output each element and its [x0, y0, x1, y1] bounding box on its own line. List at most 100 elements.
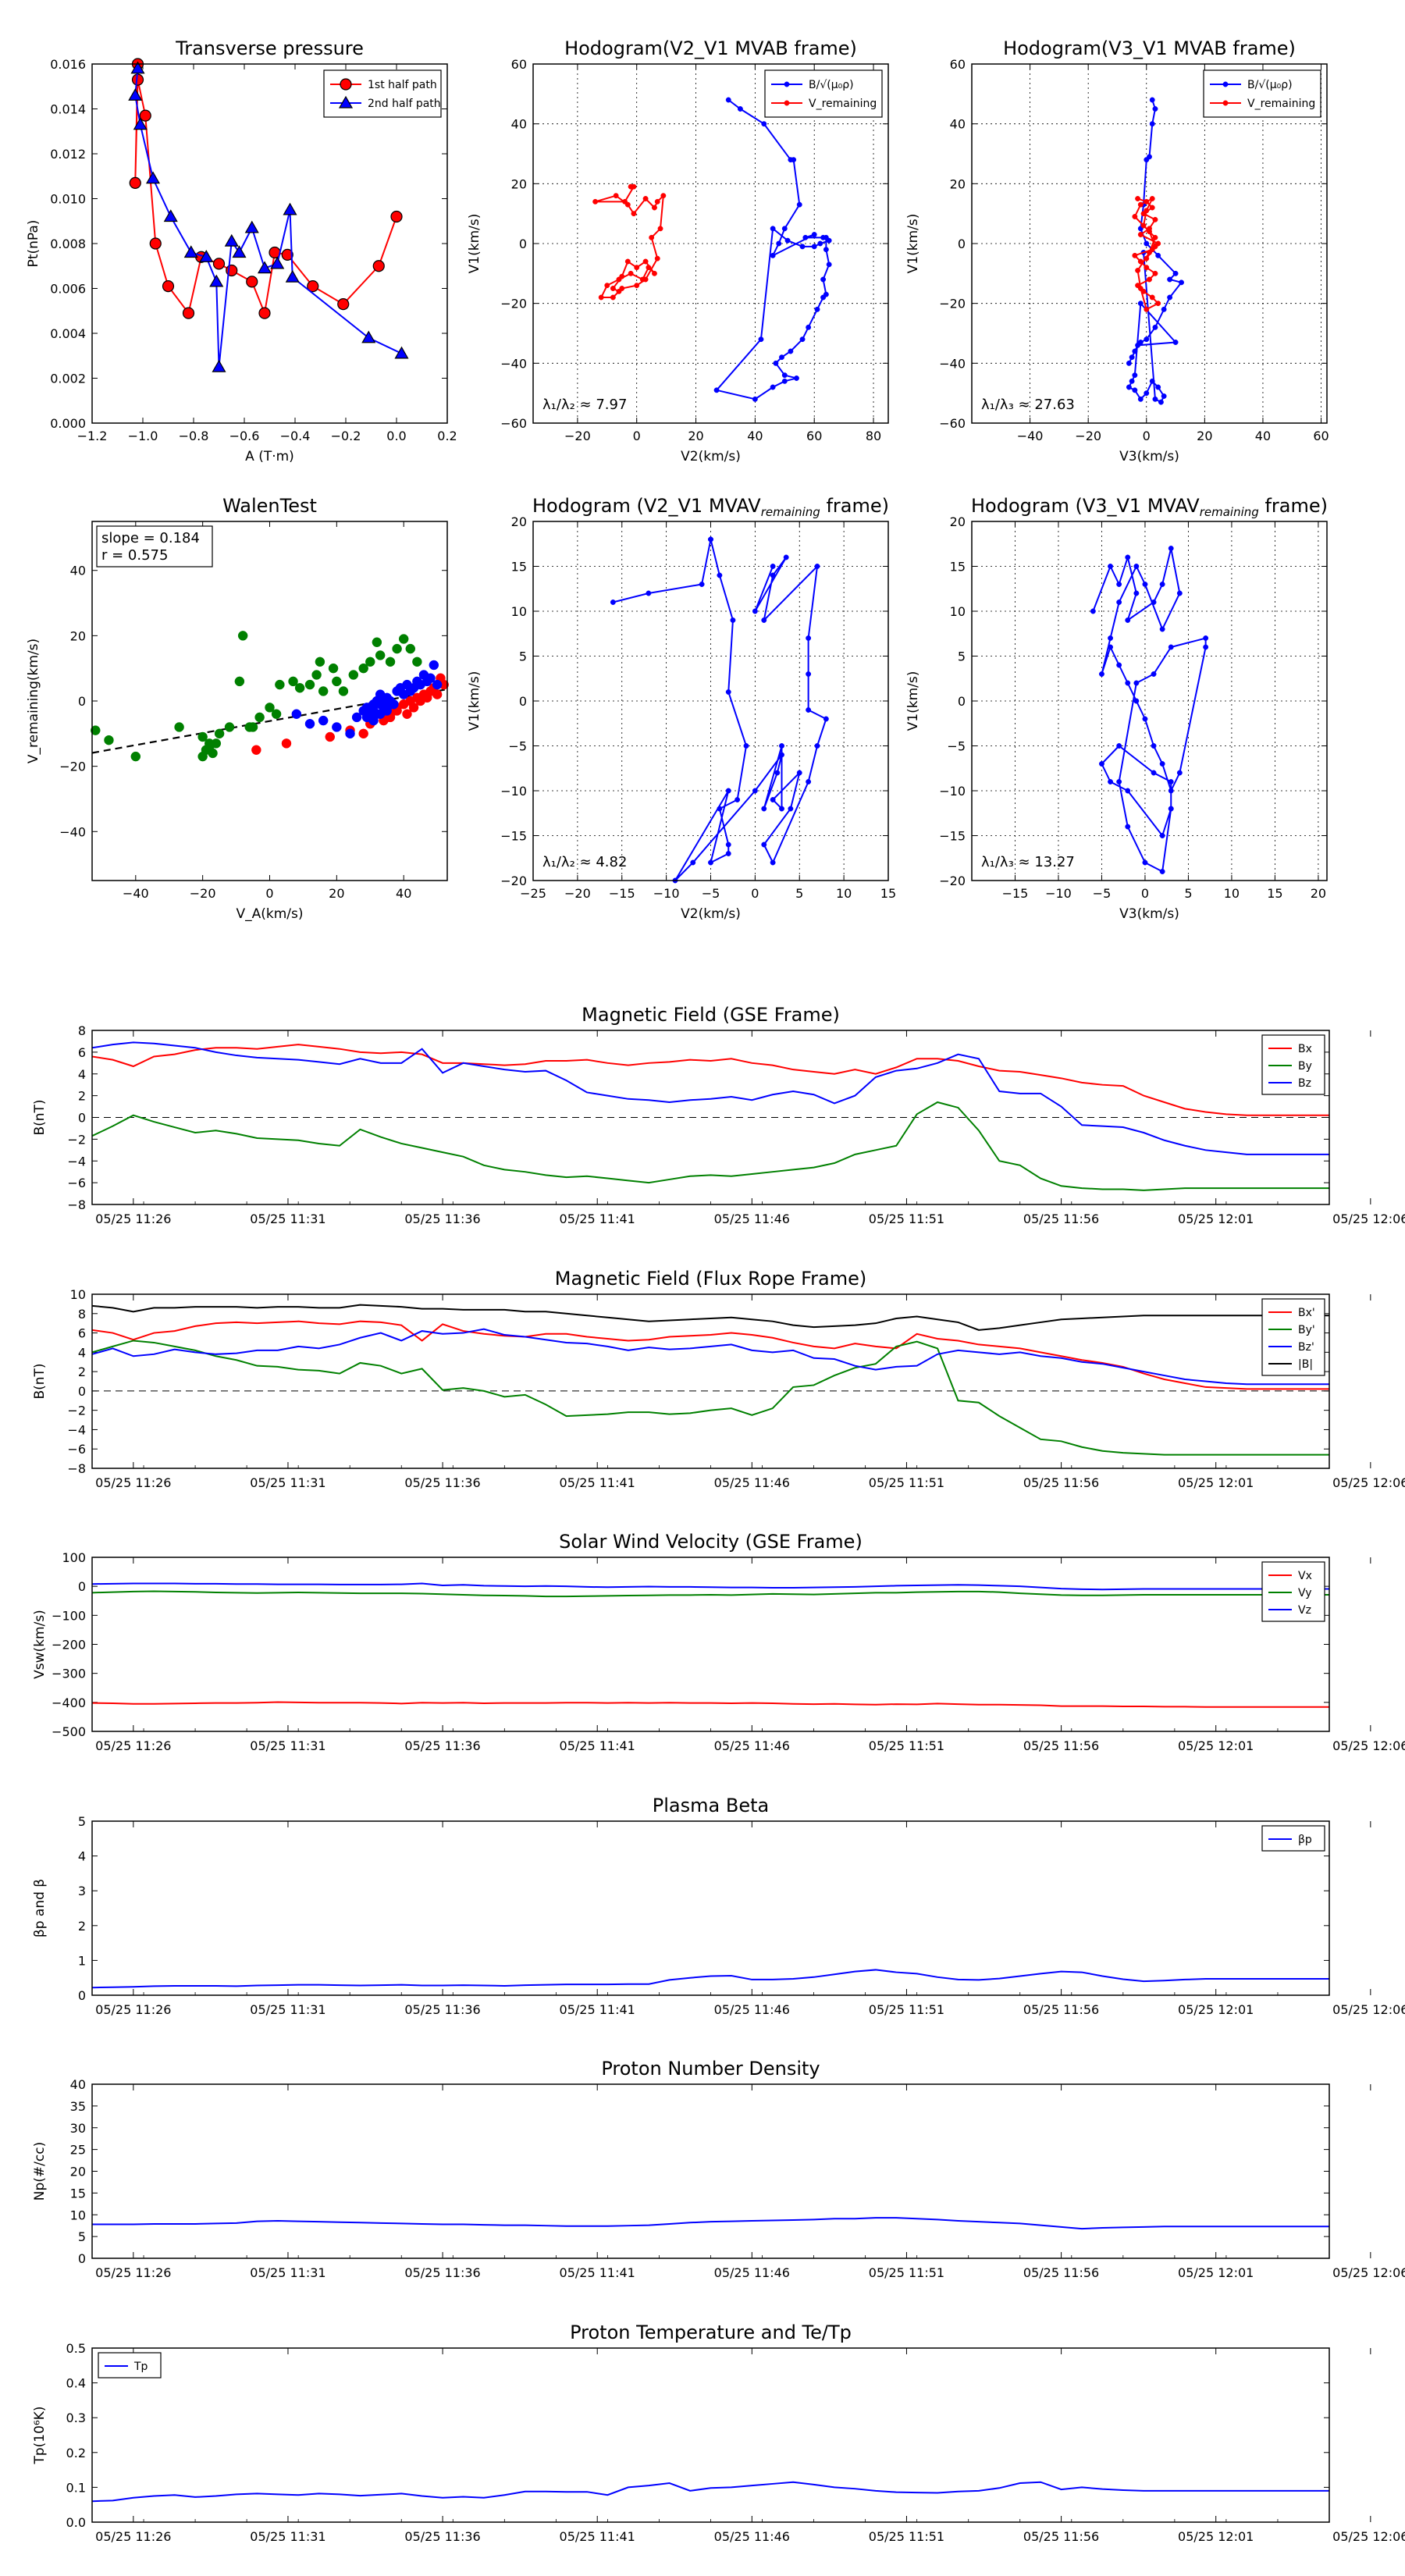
data-point: [1116, 662, 1122, 668]
data-point: [1172, 270, 1179, 276]
y-tick-label: 40: [70, 2077, 86, 2092]
data-point: [128, 88, 143, 101]
series-line-0: [92, 2217, 1329, 2230]
y-tick-label: 5: [519, 649, 527, 664]
data-point: [209, 274, 224, 287]
data-point: [1152, 270, 1158, 276]
data-point: [1135, 268, 1141, 273]
data-point: [773, 360, 779, 366]
x-tick-label: 0: [1141, 886, 1149, 901]
x-tick-label: 5: [795, 886, 803, 901]
data-point: [332, 676, 342, 687]
y-tick-label: 8: [78, 1307, 86, 1322]
plot-frame: [91, 1557, 1330, 1732]
data-point: [1159, 626, 1165, 632]
legend-label: 1st half path: [368, 79, 437, 91]
plot-frame: [91, 2083, 1330, 2259]
y-tick-label: 5: [78, 2229, 86, 2244]
x-tick-label: 05/25 11:36: [404, 1212, 480, 1226]
y-tick-label: 40: [70, 564, 86, 578]
y-tick-label: −60: [939, 416, 966, 431]
legend-label: |B|: [1298, 1358, 1313, 1371]
chart-panel-10: 0 5 10 15 20 25 30 35 40 05/25 11:26 05/25 11:31 05…: [32, 2058, 1405, 2280]
y-tick-label: 40: [950, 117, 966, 132]
legend-box: [1261, 1034, 1325, 1095]
y-tick-label: 0: [78, 1111, 86, 1126]
y-tick-label: 30: [70, 2121, 86, 2136]
legend-label: Bz: [1298, 1077, 1311, 1090]
data-point: [1158, 399, 1164, 405]
data-point: [1133, 680, 1140, 686]
x-tick-label: 40: [396, 886, 411, 901]
x-tick-label: 05/25 11:51: [869, 1475, 944, 1490]
chart-title: Hodogram(V3_V1 MVAB frame): [1003, 37, 1296, 59]
data-point: [799, 336, 806, 343]
chart-title: Proton Number Density: [601, 2058, 820, 2080]
data-point: [368, 715, 379, 726]
y-tick-label: 0: [78, 694, 86, 709]
x-tick-label: 40: [747, 429, 763, 443]
legend-box: [323, 69, 442, 118]
y-axis-label: B(nT): [32, 1363, 48, 1399]
y-tick-label: 0.5: [66, 2341, 86, 2356]
chart-panel-3: −40 −20 0 20 40 −40 −20 0 20 40 WalenTest V_A(km/s)…: [26, 495, 449, 922]
y-tick-label: 20: [950, 514, 966, 529]
data-point: [315, 656, 325, 667]
x-tick-label: 05/25 11:46: [714, 2265, 790, 2280]
data-point: [1161, 393, 1167, 399]
data-point: [758, 336, 764, 343]
data-point: [224, 722, 235, 732]
legend-label: V_remaining: [809, 98, 877, 110]
data-point: [214, 728, 225, 739]
data-point: [725, 851, 731, 856]
x-tick-label: −1.0: [128, 429, 158, 443]
data-point: [811, 232, 817, 237]
x-tick-label: −0.6: [229, 429, 260, 443]
data-point: [1152, 396, 1158, 402]
x-tick-label: −20: [564, 886, 591, 901]
x-tick-label: 15: [880, 886, 896, 901]
y-tick-label: −8: [67, 1197, 86, 1212]
data-point: [784, 237, 791, 244]
x-tick-label: 80: [866, 429, 881, 443]
data-point: [1155, 252, 1161, 258]
data-point: [408, 703, 419, 713]
data-point: [639, 276, 646, 283]
x-tick-label: 05/25 12:01: [1178, 1475, 1254, 1490]
x-tick-label: −20: [190, 886, 216, 901]
x-tick-label: 05/25 11:41: [560, 1738, 635, 1753]
x-tick-label: 05/25 11:56: [1023, 2002, 1099, 2017]
data-point: [1116, 743, 1122, 749]
data-point: [174, 722, 184, 732]
y-tick-label: −400: [52, 1695, 86, 1710]
chart-title-subscript: remaining: [1200, 505, 1259, 519]
data-point: [826, 262, 832, 268]
plot-frame: [91, 521, 448, 881]
data-point: [725, 841, 731, 848]
x-tick-label: 05/25 11:56: [1023, 1475, 1099, 1490]
data-point: [1155, 301, 1161, 307]
data-point: [1152, 244, 1158, 250]
data-point: [657, 226, 663, 232]
data-point: [1132, 372, 1138, 379]
y-tick-label: 35: [70, 2099, 86, 2114]
legend-marker: [340, 78, 352, 91]
data-point: [382, 706, 392, 716]
x-tick-label: 40: [1255, 429, 1271, 443]
data-point: [725, 788, 731, 794]
series-line-2: [91, 1582, 1329, 1591]
data-point: [392, 643, 402, 654]
data-point: [429, 660, 439, 671]
fit-line: [91, 688, 448, 754]
data-point: [1144, 265, 1150, 271]
chart-panel-0: −1.2 −1.0 −0.8 −0.6 −0.4 −0.2 0.0 0.2 0.000 0.002…: [26, 37, 457, 464]
data-point: [781, 226, 788, 232]
legend-label: Bz': [1298, 1341, 1314, 1354]
legend-label: Tp: [133, 2361, 148, 2373]
x-tick-label: 05/25 11:41: [560, 2002, 635, 2017]
data-point: [211, 738, 222, 749]
data-point: [405, 643, 416, 654]
x-tick-label: 05/25 11:36: [404, 1475, 480, 1490]
data-point: [1168, 779, 1174, 785]
y-tick-label: 0: [519, 694, 527, 709]
